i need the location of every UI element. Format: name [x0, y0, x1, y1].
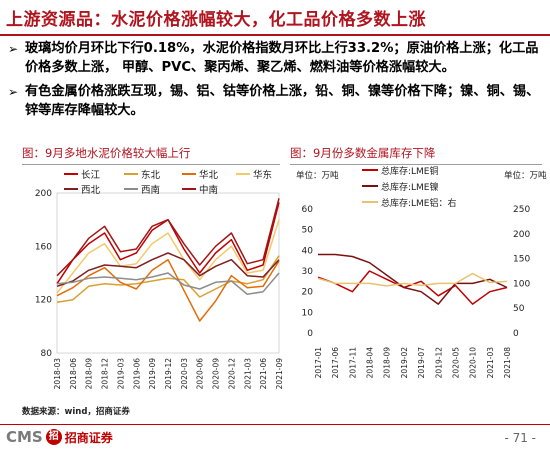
right-right-y-tick-label: 100 — [513, 279, 530, 289]
right-y-right-unit: 单位：万吨 — [504, 170, 547, 181]
right-x-tick-label: 2018-04 — [366, 347, 375, 379]
right-x-tick-label: 2017-01 — [314, 347, 323, 379]
arrow-bullet-icon: ➢ — [8, 85, 19, 99]
left-legend-label: 西北 — [81, 185, 101, 196]
right-x-tick-label: 2021-08 — [503, 347, 512, 379]
right-series-line — [317, 272, 508, 287]
left-legend-label: 西南 — [141, 184, 160, 196]
bullet-text: 玻璃均价月环比下行0.18%，水泥价格指数月环比上行33.2%；原油价格上涨；化… — [25, 41, 539, 75]
left-x-tick-label: 2021-06 — [259, 358, 268, 390]
right-left-y-tick-label: 0 — [307, 329, 313, 339]
bullet-item: ➢ 玻璃均价月环比下行0.18%，水泥价格指数月环比上行33.2%；原油价格上涨… — [8, 40, 544, 77]
left-series-line — [56, 272, 280, 296]
logo-company-name: 招商证券 — [64, 430, 113, 445]
bullet-text: 有色金属价格涨跌互现，锡、铝、钴等价格上涨，铅、铜、镍等价格下降；镍、铜、锡、锌… — [25, 84, 540, 118]
cms-logo: CMS 招 招商证券 — [6, 427, 113, 447]
left-x-tick-label: 2020-09 — [212, 358, 221, 390]
left-x-tick-label: 2018-09 — [85, 358, 94, 390]
slide-title: 上游资源品：水泥价格涨幅较大，化工品价格多数上涨 — [6, 10, 426, 30]
title-divider — [0, 34, 550, 36]
left-y-tick-label: 200 — [35, 189, 52, 199]
left-series-line — [56, 219, 280, 294]
left-legend-label: 长江 — [81, 169, 101, 181]
left-y-tick-label: 160 — [35, 242, 52, 252]
left-x-tick-label: 2021-09 — [275, 358, 284, 390]
right-legend-label: 总库存:LME铜 — [381, 165, 439, 177]
left-y-tick-label: 120 — [35, 296, 52, 306]
left-x-tick-label: 2020-06 — [196, 358, 205, 390]
left-chart-title-rule — [22, 164, 280, 165]
bullet-list: ➢ 玻璃均价月环比下行0.18%，水泥价格指数月环比上行33.2%；原油价格上涨… — [8, 40, 544, 126]
right-x-tick-label: 2018-09 — [383, 347, 392, 379]
left-series-line — [56, 258, 280, 322]
left-x-tick-label: 2020-12 — [227, 358, 236, 390]
right-right-y-tick-label: 200 — [513, 230, 530, 240]
left-x-tick-label: 2019-03 — [116, 358, 125, 390]
left-series-line — [56, 255, 280, 304]
bullet-item: ➢ 有色金属价格涨跌互现，锡、铝、钴等价格上涨，铅、铜、镍等价格下降；镍、铜、锡… — [8, 83, 544, 120]
right-legend-label: 总库存:LME铝：右 — [381, 197, 457, 209]
left-legend-label: 东北 — [141, 169, 161, 181]
page-number: - 71 - — [504, 431, 536, 445]
left-y-tick-label: 80 — [41, 349, 53, 359]
left-legend-label: 华北 — [199, 169, 219, 181]
right-x-tick-label: 2017-06 — [331, 347, 340, 379]
right-x-tick-label: 2017-11 — [348, 347, 357, 379]
right-left-y-tick-label: 60 — [302, 205, 314, 215]
right-right-y-tick-label: 250 — [513, 205, 530, 215]
left-legend-label: 中南 — [199, 184, 218, 196]
right-series-line — [318, 253, 508, 305]
right-right-y-tick-label: 50 — [513, 304, 525, 314]
right-left-y-tick-label: 20 — [302, 288, 314, 298]
right-x-tick-label: 2019-02 — [400, 347, 409, 379]
left-x-tick-label: 2018-06 — [69, 358, 78, 390]
arrow-bullet-icon: ➢ — [8, 42, 19, 56]
right-chart-title: 图：9月份多数金属库存下降 — [290, 146, 436, 160]
left-series-line — [56, 198, 280, 277]
left-x-tick-label: 2020-03 — [180, 358, 189, 390]
right-right-y-tick-label: 150 — [513, 255, 530, 265]
right-left-y-tick-label: 30 — [302, 267, 314, 277]
right-x-tick-label: 2020-10 — [469, 347, 478, 379]
right-chart-title-rule — [290, 164, 542, 165]
footer-divider — [0, 424, 550, 425]
logo-text: CMS — [6, 428, 43, 446]
left-x-tick-label: 2021-03 — [243, 358, 252, 390]
right-legend-label: 总库存:LME镍 — [381, 181, 439, 193]
left-chart-title: 图：9月多地水泥价格较大幅上行 — [22, 146, 191, 160]
logo-mark-icon: 招 — [45, 429, 62, 445]
left-x-tick-label: 2019-09 — [148, 358, 157, 390]
right-left-y-tick-label: 10 — [302, 308, 314, 318]
left-x-tick-label: 2018-03 — [53, 358, 62, 390]
left-x-tick-label: 2019-12 — [164, 358, 173, 390]
right-x-tick-label: 2019-12 — [434, 347, 443, 379]
right-right-y-tick-label: 0 — [513, 329, 519, 339]
source-note: 数据来源：wind，招商证券 — [22, 407, 130, 417]
left-legend-label: 华东 — [253, 169, 272, 181]
right-x-tick-label: 2021-03 — [486, 347, 495, 379]
left-series-line — [56, 252, 280, 288]
left-x-tick-label: 2019-06 — [132, 358, 141, 390]
right-x-tick-label: 2019-07 — [417, 347, 426, 379]
right-y-left-unit: 单位：万吨 — [296, 170, 339, 181]
right-left-y-tick-label: 50 — [302, 226, 314, 236]
right-x-tick-label: 2020-05 — [451, 347, 460, 379]
left-x-tick-label: 2018-12 — [101, 358, 110, 390]
right-left-y-tick-label: 40 — [302, 246, 314, 256]
